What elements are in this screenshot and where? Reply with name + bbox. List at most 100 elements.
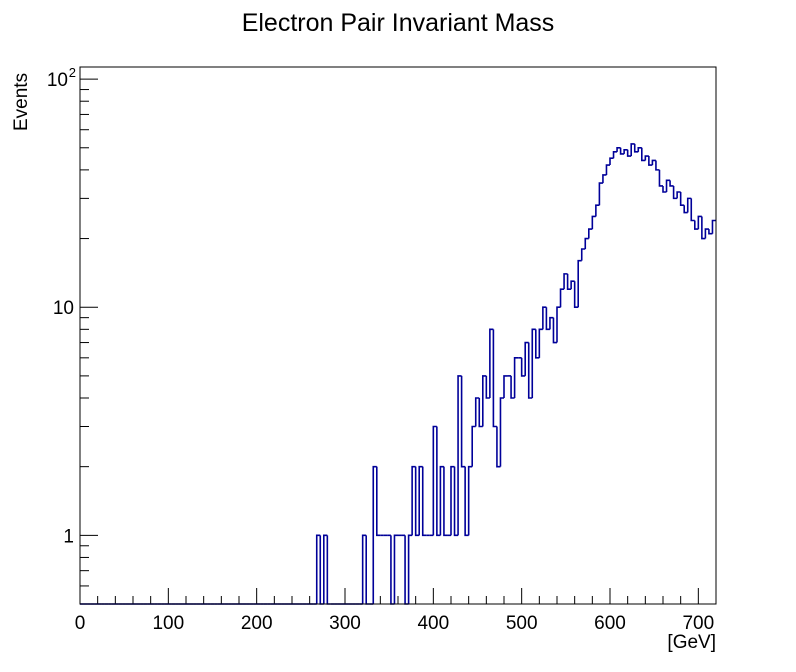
histogram-bin <box>679 191 685 207</box>
histogram-bin <box>623 148 628 154</box>
histogram-bin <box>598 182 603 206</box>
histogram-bin <box>432 425 437 536</box>
plot-frame <box>79 66 717 605</box>
x-tick-label: 0 <box>75 613 86 634</box>
histogram-bin <box>524 341 529 376</box>
histogram-bin <box>595 204 600 217</box>
chart-title: Electron Pair Invariant Mass <box>242 9 555 37</box>
histogram-bin <box>708 229 713 235</box>
histogram-bin <box>453 466 459 537</box>
histogram-bin <box>573 281 579 309</box>
histogram-bin <box>489 328 494 398</box>
x-tick-label: 500 <box>506 613 538 634</box>
histogram-bin <box>559 288 565 308</box>
histogram-bin <box>418 465 423 536</box>
histogram-bin <box>630 143 635 157</box>
histogram-bin <box>619 147 625 155</box>
histogram-bin <box>616 146 621 152</box>
x-tick-label: 200 <box>241 613 273 634</box>
histogram-bin <box>672 185 678 200</box>
histogram-bin <box>527 342 533 399</box>
histogram-bin <box>633 143 639 153</box>
histogram-bin <box>478 397 483 428</box>
histogram-bin <box>513 357 519 398</box>
y-axis-label: Events <box>11 73 32 131</box>
x-tick-label: 400 <box>417 613 449 634</box>
histogram-bin <box>605 164 610 175</box>
histogram-bin <box>443 466 448 537</box>
histogram-bin <box>503 375 508 398</box>
histogram-bin <box>683 205 688 214</box>
x-tick-label: 300 <box>329 613 361 634</box>
histogram-bin <box>658 169 663 187</box>
histogram-bin <box>535 329 540 359</box>
histogram-bin <box>510 375 515 399</box>
histogram-bin <box>580 248 586 261</box>
histogram-bin <box>361 534 367 604</box>
histogram-bin <box>407 534 413 604</box>
histogram-bin <box>637 146 642 152</box>
histogram-bin <box>520 357 526 377</box>
histogram-bin <box>570 280 575 290</box>
histogram-bin <box>690 198 695 222</box>
y-tick-exponent: 2 <box>69 65 76 80</box>
histogram-bin <box>609 157 614 166</box>
histogram-bin <box>393 534 398 604</box>
histogram-bin <box>414 466 420 537</box>
histogram-bin <box>612 151 618 159</box>
histogram-bin <box>460 375 466 468</box>
histogram-bin <box>439 465 444 536</box>
x-axis-label: [GeV] <box>667 632 716 653</box>
histogram-bin <box>644 155 649 161</box>
histogram-bin <box>704 228 709 239</box>
histogram-bin <box>641 147 646 162</box>
histogram-bin <box>464 466 469 537</box>
histogram-bin <box>411 465 416 536</box>
histogram-bin <box>496 426 501 468</box>
x-tick-label: 100 <box>152 613 184 634</box>
histogram-bin <box>372 465 377 604</box>
histogram-bin <box>686 197 692 213</box>
histogram-bin <box>485 375 490 399</box>
histogram-bin <box>552 317 557 344</box>
histogram-bin <box>474 397 480 427</box>
histogram-bin <box>499 397 504 467</box>
histogram-bin <box>655 160 660 171</box>
histogram-bin <box>549 316 554 330</box>
histogram-bin <box>538 328 543 358</box>
histogram-bin <box>591 215 596 230</box>
y-tick-label: 1 <box>63 526 74 547</box>
histogram-bin <box>556 306 561 343</box>
histogram-bin <box>648 156 653 166</box>
histogram-bin <box>542 306 547 330</box>
x-tick-label: 700 <box>682 613 714 634</box>
histogram-bin <box>421 466 427 537</box>
histogram-bin <box>651 159 656 166</box>
histogram-bin <box>492 329 497 428</box>
y-tick-label: 10 <box>47 70 68 91</box>
histogram-bin <box>482 375 487 427</box>
histogram-bin <box>701 216 706 240</box>
histogram-bin <box>471 425 476 467</box>
histogram-bin <box>669 180 674 187</box>
histogram-bin <box>545 307 550 331</box>
histogram-bin <box>566 273 572 290</box>
histogram-bin <box>326 535 331 605</box>
histogram-bin <box>665 179 671 192</box>
histogram-bin <box>450 465 455 536</box>
histogram-bin <box>563 273 568 290</box>
histogram-bin <box>694 220 699 230</box>
histogram-bin <box>315 534 321 604</box>
histogram-bin <box>577 259 582 308</box>
histogram-bin <box>711 219 716 234</box>
histogram-bin <box>467 465 473 536</box>
histogram-bin <box>376 466 381 537</box>
histogram-bin <box>588 228 593 239</box>
histogram-bin <box>365 535 370 605</box>
histogram-bin <box>584 237 589 249</box>
histogram-bin <box>676 191 681 199</box>
x-tick-label: 600 <box>594 613 626 634</box>
histogram-bin <box>457 375 462 536</box>
histogram-bin <box>323 534 328 604</box>
